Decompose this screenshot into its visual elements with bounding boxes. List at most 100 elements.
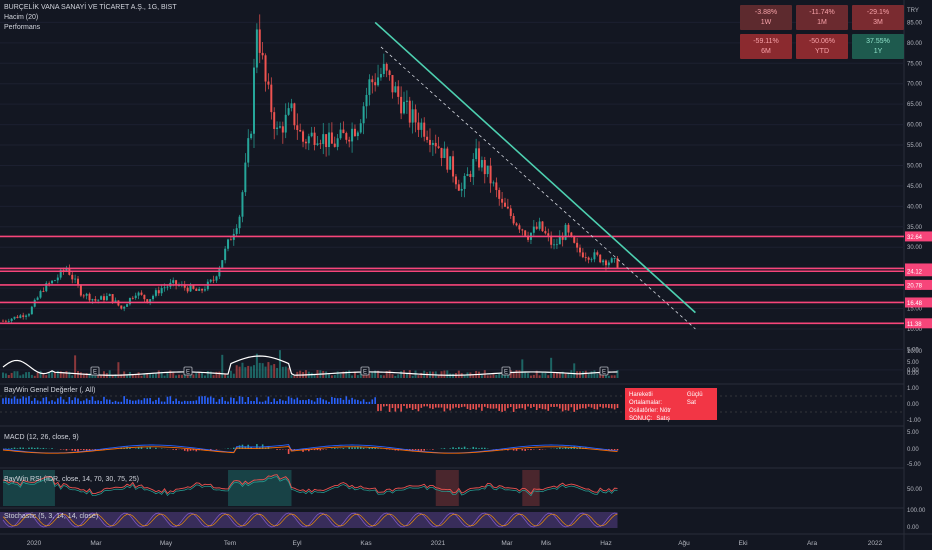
volume-bar	[13, 371, 16, 378]
volume-bar	[157, 370, 160, 378]
baywin-bar	[593, 404, 596, 410]
baywin-bar	[134, 400, 137, 404]
volume-bar	[94, 375, 97, 378]
macd-histogram-bar	[342, 448, 345, 449]
baywin-bar	[463, 404, 466, 407]
candle-body	[166, 286, 169, 288]
volume-bar	[411, 375, 414, 378]
stochastic-d-line	[2, 513, 618, 527]
candle-body	[91, 299, 94, 301]
candle-body	[310, 132, 313, 137]
macd-histogram-bar	[36, 447, 39, 449]
volume-bar	[51, 371, 54, 378]
volume-bar	[339, 373, 342, 378]
volume-bar	[610, 375, 613, 378]
baywin-bar	[374, 397, 376, 404]
candle-body	[238, 216, 241, 229]
volume-bar	[53, 371, 56, 378]
candle-body	[10, 318, 13, 322]
candle-body	[175, 280, 178, 286]
baywin-bar	[181, 401, 183, 404]
macd-histogram-bar	[319, 449, 322, 451]
baywin-bar	[198, 396, 200, 404]
candle-body	[388, 70, 391, 76]
candle-body	[30, 306, 33, 315]
volume-bar	[175, 375, 178, 378]
candle-body	[405, 100, 408, 102]
macd-histogram-bar	[458, 447, 460, 449]
baywin-bar	[351, 397, 353, 404]
baywin-bar	[195, 400, 198, 404]
baywin-bar	[16, 398, 19, 404]
candle-body	[495, 182, 498, 191]
macd-histogram-bar	[512, 449, 515, 451]
performance-cell: -3.88% 1W	[740, 5, 792, 30]
macd-histogram-bar	[333, 448, 336, 449]
candle-body	[74, 278, 77, 280]
candle-body	[88, 293, 91, 301]
baywin-bar	[397, 404, 400, 409]
candle-body	[299, 130, 302, 132]
candle-body	[134, 295, 137, 299]
time-tick-label: Ağu	[678, 540, 690, 547]
candle-body	[152, 295, 155, 300]
volume-bar	[238, 366, 241, 378]
currency-label: TRY	[907, 8, 919, 14]
candle-body	[576, 242, 579, 248]
macd-histogram-bar	[10, 448, 13, 449]
price-tick-label: 70.00	[907, 82, 923, 88]
time-tick-label: Mar	[90, 540, 102, 547]
volume-tick-label: 5.00	[907, 360, 919, 366]
candle-body	[59, 269, 62, 278]
candle-body	[503, 202, 506, 207]
volume-bar	[544, 373, 547, 378]
baywin-bar	[258, 401, 261, 404]
baywin-tick-label: -1.00	[907, 418, 921, 424]
baywin-bar	[212, 397, 215, 404]
candle-body	[550, 235, 553, 245]
volume-bar	[100, 375, 103, 378]
macd-histogram-bar	[59, 449, 62, 450]
macd-histogram-bar	[359, 446, 362, 449]
candle-body	[281, 126, 284, 133]
macd-histogram-bar	[515, 449, 518, 451]
candle-body	[561, 236, 564, 240]
candle-body	[452, 156, 455, 177]
candle-body	[579, 247, 581, 253]
candle-body	[535, 226, 538, 229]
baywin-bar	[573, 404, 576, 412]
volume-bar	[212, 375, 215, 378]
candle-body	[423, 122, 426, 137]
candle-body	[94, 299, 97, 301]
rsi-line	[2, 474, 618, 495]
candle-body	[434, 142, 437, 147]
volume-bar	[299, 370, 302, 378]
volume-bar	[74, 355, 77, 378]
volume-bar	[550, 357, 553, 378]
baywin-bar	[54, 401, 56, 404]
volume-bar	[258, 362, 261, 378]
candle-body	[544, 231, 547, 234]
macd-histogram-bar	[417, 449, 420, 451]
baywin-bar	[509, 404, 512, 407]
candle-body	[374, 82, 377, 86]
baywin-bar	[547, 404, 550, 411]
baywin-bar	[108, 399, 111, 404]
macd-histogram-bar	[267, 445, 270, 449]
volume-bar	[365, 373, 368, 378]
volume-bar	[555, 373, 558, 378]
macd-title: MACD (12, 26, close, 9)	[4, 434, 79, 441]
macd-histogram-bar	[293, 449, 296, 450]
candle-body	[201, 288, 204, 291]
candle-body	[564, 224, 567, 240]
volume-bar	[356, 375, 359, 378]
baywin-bar	[524, 404, 526, 410]
baywin-bar	[5, 397, 7, 404]
volume-bar	[149, 373, 152, 378]
volume-bar	[457, 370, 460, 378]
candle-body	[330, 132, 333, 144]
signal-row1-label: Hareketli Ortalamalar:	[629, 392, 663, 406]
candle-body	[400, 96, 403, 114]
volume-bar	[209, 371, 212, 378]
